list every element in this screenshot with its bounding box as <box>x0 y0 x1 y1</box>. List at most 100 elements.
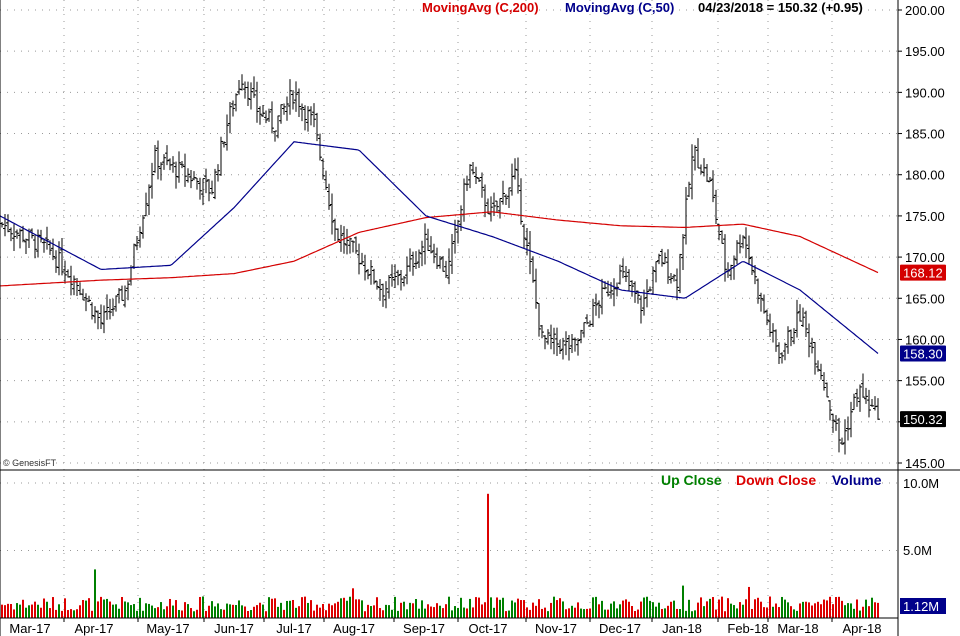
ohlc-bar <box>540 325 544 339</box>
volume-bar <box>643 597 645 618</box>
ohlc-bar <box>468 164 472 189</box>
volume-bar <box>649 600 651 618</box>
ohlc-bar <box>84 293 88 312</box>
ohlc-bar <box>822 372 826 391</box>
ohlc-bar <box>756 278 760 304</box>
ohlc-bar <box>642 289 646 316</box>
ohlc-bar <box>669 272 673 284</box>
ohlc-bar <box>810 337 814 354</box>
volume-bar <box>166 606 168 618</box>
volume-bar <box>667 605 669 618</box>
ohlc-bar <box>114 295 118 312</box>
ohlc-bar <box>864 387 868 404</box>
volume-bar <box>430 606 432 618</box>
ohlc-bar <box>390 264 394 287</box>
ohlc-bar <box>432 243 436 264</box>
ohlc-bar <box>870 399 874 407</box>
volume-bar <box>421 600 423 618</box>
volume-bar <box>106 598 108 618</box>
volume-bar <box>652 602 654 618</box>
volume-bar <box>262 604 264 618</box>
legend-volume: Volume <box>832 472 882 488</box>
ohlc-bar <box>90 302 94 320</box>
volume-bar <box>817 601 819 618</box>
ma50-legend: MovingAvg (C,50) <box>565 0 674 15</box>
volume-bar <box>4 605 6 618</box>
volume-bar <box>811 605 813 618</box>
volume-bar <box>778 607 780 618</box>
ohlc-bar <box>375 280 379 290</box>
volume-bar <box>697 602 699 618</box>
volume-bar <box>142 610 144 618</box>
ma200-marker: 168.12 <box>900 264 946 281</box>
price-tick-label: 180.00 <box>905 168 945 183</box>
ohlc-bar <box>165 145 169 166</box>
ohlc-bar <box>429 236 433 254</box>
quote-readout: 04/23/2018 = 150.32 (+0.95) <box>698 0 863 15</box>
price-tick-label: 155.00 <box>905 374 945 389</box>
volume-bar <box>199 596 201 618</box>
volume-bar <box>757 597 759 618</box>
volume-bar <box>796 610 798 618</box>
ohlc-bar <box>147 184 151 216</box>
volume-bar <box>835 596 837 618</box>
volume-bar <box>736 608 738 618</box>
ohlc-bar <box>234 93 238 112</box>
ohlc-bar <box>300 103 304 122</box>
vol-tick-5m: 5.0M <box>903 543 932 558</box>
ohlc-bar <box>384 281 388 309</box>
month-label: Aug-17 <box>333 621 375 636</box>
ohlc-bar <box>351 240 355 253</box>
volume-bar <box>193 611 195 618</box>
volume-bar <box>655 606 657 618</box>
ma200-line <box>0 211 879 287</box>
volume-bar <box>877 602 879 618</box>
volume-bar <box>862 606 864 618</box>
ohlc-bar <box>414 251 418 269</box>
month-label: Mar-17 <box>9 621 50 636</box>
volume-bar <box>109 601 111 618</box>
volume-bar <box>493 607 495 618</box>
ohlc-bar <box>402 275 406 287</box>
volume-bar <box>73 610 75 618</box>
volume-bar <box>622 600 624 618</box>
ohlc-bar <box>132 243 136 270</box>
ohlc-bar <box>309 106 313 126</box>
volume-bar <box>460 597 462 618</box>
volume-bar <box>844 605 846 618</box>
volume-bar <box>61 610 63 618</box>
volume-bar <box>28 605 30 618</box>
volume-bar <box>604 609 606 618</box>
ohlc-bar <box>738 234 742 254</box>
volume-bar <box>760 601 762 618</box>
volume-bar <box>37 604 39 618</box>
ohlc-bar <box>249 82 253 110</box>
volume-bar <box>502 597 504 618</box>
volume-bar <box>349 596 351 618</box>
ohlc-bar <box>264 110 268 124</box>
ohlc-bar <box>33 234 37 259</box>
volume-bar <box>19 604 21 618</box>
volume-bar <box>613 601 615 618</box>
volume-bar <box>22 599 24 618</box>
volume-bar <box>541 608 543 618</box>
ohlc-bar <box>804 310 808 337</box>
volume-bar <box>658 602 660 618</box>
volume-bar <box>346 600 348 618</box>
volume-bar <box>331 605 333 618</box>
ohlc-bar <box>717 223 721 241</box>
volume-bar <box>679 609 681 618</box>
volume-bar <box>721 596 723 618</box>
ohlc-bar <box>855 388 859 407</box>
ohlc-bar <box>411 251 415 276</box>
volume-bar <box>589 608 591 618</box>
volume-bar <box>124 601 126 618</box>
volume-bar <box>79 605 81 618</box>
volume-bar <box>508 610 510 618</box>
ohlc-bar <box>177 151 181 183</box>
volume-bar <box>763 607 765 618</box>
ohlc-bar <box>585 314 589 325</box>
price-tick-label: 165.00 <box>905 291 945 306</box>
ohlc-bar <box>9 227 13 242</box>
